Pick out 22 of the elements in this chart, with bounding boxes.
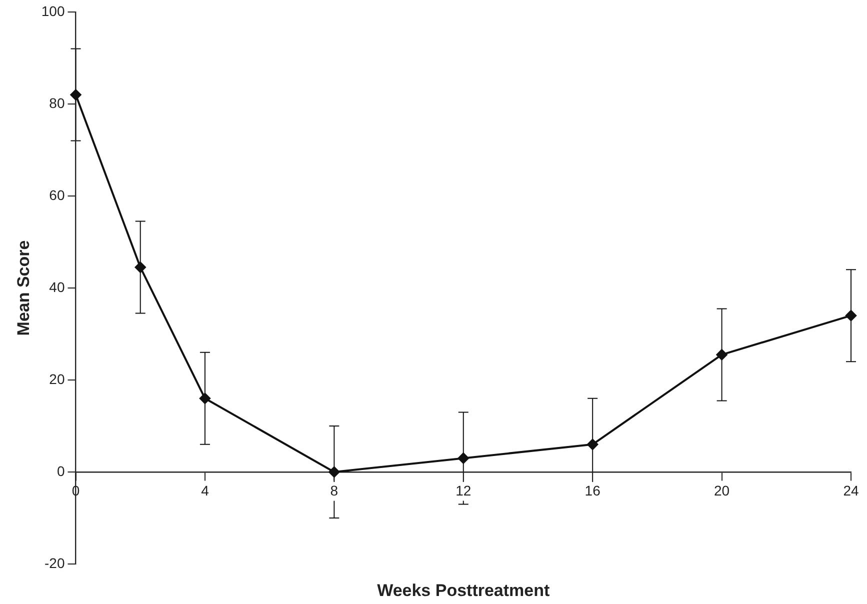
point — [328, 466, 340, 478]
x-tick-label: 20 — [714, 482, 730, 498]
y-tick-label: 0 — [56, 462, 65, 479]
x-tick-label: 24 — [843, 482, 859, 498]
y-axis-title: Mean Score — [14, 240, 33, 336]
point — [134, 262, 146, 273]
y-tick-label: 40 — [49, 278, 65, 295]
point — [846, 310, 856, 322]
y-tick-label: 80 — [49, 94, 65, 111]
y-tick-label: 100 — [41, 2, 65, 19]
y-tick-label: 20 — [49, 370, 65, 387]
y-tick-label: 60 — [49, 186, 65, 203]
point — [587, 438, 598, 450]
point — [716, 349, 728, 360]
x-tick-label: 4 — [201, 482, 210, 498]
x-axis-title: Weeks Posttreatment — [377, 581, 550, 600]
x-tick-label: 12 — [456, 482, 472, 498]
x-tick-label: 16 — [584, 482, 601, 498]
x-tick-label: 8 — [330, 482, 338, 498]
point — [458, 452, 469, 464]
point — [199, 392, 210, 404]
y-tick-label: -20 — [44, 554, 65, 571]
